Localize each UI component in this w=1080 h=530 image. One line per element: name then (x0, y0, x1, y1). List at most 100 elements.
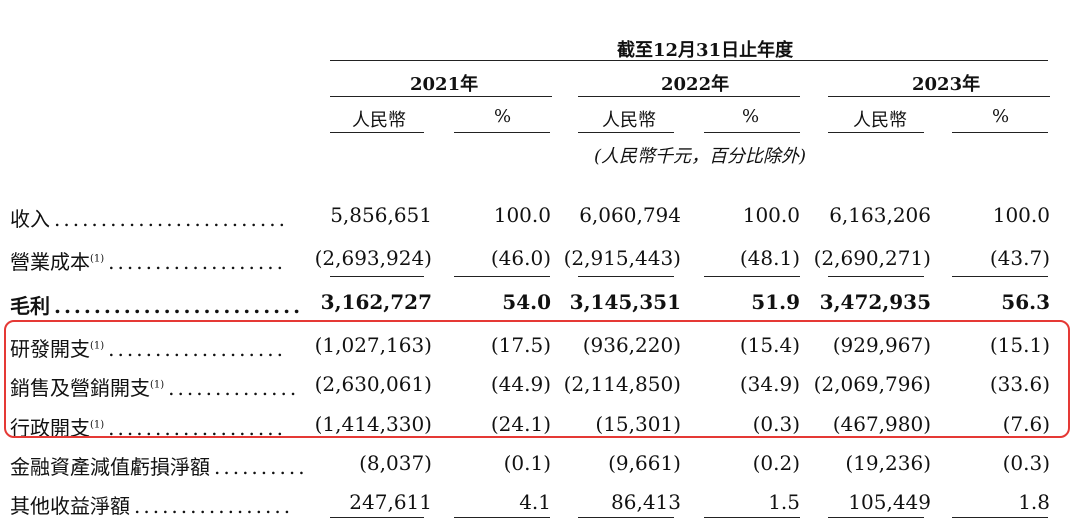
cell-value: (2,630,061) (314, 372, 432, 396)
year-2022-header: 2022年 (661, 74, 730, 95)
cell-value: 3,472,935 (819, 290, 931, 314)
cell-value: (1,414,330) (314, 412, 432, 436)
cell-value: (0.3) (752, 412, 800, 436)
row-label-text: 銷售及營銷開支 (10, 376, 150, 400)
period-header: 截至12月31日止年度 (617, 40, 794, 61)
cell-value: (2,693,924) (314, 246, 432, 270)
row-label: 研發開支(1)................... (10, 333, 286, 362)
cell-value: 1.8 (1018, 490, 1050, 514)
cell-value: (33.6) (989, 372, 1050, 396)
total-rule (952, 517, 1048, 518)
col-pct-2021: % (494, 106, 512, 127)
unit-note: (人民幣千元，百分比除外) (594, 146, 807, 167)
row-label-text: 毛利 (10, 294, 50, 318)
cell-value: 86,413 (611, 490, 681, 514)
total-rule (454, 276, 550, 277)
cell-value: 6,163,206 (829, 203, 931, 227)
cell-value: (2,114,850) (563, 372, 681, 396)
cell-value: (15.1) (989, 333, 1050, 357)
total-rule (330, 517, 424, 518)
leader-dots: ......................... (54, 294, 304, 318)
cell-value: 100.0 (992, 203, 1050, 227)
cell-value: (48.1) (739, 246, 800, 270)
cell-value: (44.9) (490, 372, 551, 396)
cell-value: 100.0 (493, 203, 551, 227)
total-rule (578, 276, 674, 277)
leader-dots: .......... (214, 455, 308, 479)
cell-value: (34.9) (739, 372, 800, 396)
sub-underline-1 (330, 132, 424, 133)
leader-dots: .............. (168, 376, 300, 400)
cell-value: 1.5 (768, 490, 800, 514)
cell-value: (0.2) (752, 451, 800, 475)
cell-value: (17.5) (490, 333, 551, 357)
cell-value: (46.0) (490, 246, 551, 270)
total-rule (578, 517, 674, 518)
year-2023-header: 2023年 (912, 74, 981, 95)
row-label: 收入......................... (10, 203, 288, 232)
year-2021-header: 2021年 (410, 74, 479, 95)
col-rmb-2021: 人民幣 (352, 110, 406, 131)
row-label: 其他收益淨額................. (10, 490, 293, 519)
cell-value: 3,162,727 (320, 290, 432, 314)
col-rmb-2022: 人民幣 (602, 110, 656, 131)
cell-value: (0.3) (1002, 451, 1050, 475)
col-pct-2022: % (742, 106, 760, 127)
leader-dots: ................... (108, 337, 286, 361)
period-underline (330, 60, 1048, 61)
leader-dots: ................. (134, 494, 294, 518)
cell-value: (15.4) (739, 333, 800, 357)
row-label: 銷售及營銷開支(1).............. (10, 372, 299, 401)
year-2022-underline (578, 96, 800, 97)
cell-value: 51.9 (751, 290, 800, 314)
cell-value: (19,236) (845, 451, 931, 475)
footnote-marker: (1) (150, 379, 165, 391)
cell-value: (936,220) (582, 333, 681, 357)
year-2023-underline (828, 96, 1050, 97)
row-label: 金融資產減值虧損淨額.......... (10, 451, 308, 480)
sub-underline-5 (828, 132, 924, 133)
sub-underline-4 (704, 132, 800, 133)
cell-value: 3,145,351 (569, 290, 681, 314)
cell-value: (929,967) (832, 333, 931, 357)
cell-value: 105,449 (848, 490, 931, 514)
total-rule (828, 517, 924, 518)
cell-value: 56.3 (1001, 290, 1050, 314)
cell-value: (467,980) (832, 412, 931, 436)
cell-value: 6,060,794 (579, 203, 681, 227)
cell-value: 247,611 (349, 490, 432, 514)
cell-value: (2,690,271) (813, 246, 931, 270)
cell-value: 5,856,651 (330, 203, 432, 227)
row-label-text: 金融資產減值虧損淨額 (10, 455, 210, 479)
cell-value: (24.1) (490, 412, 551, 436)
col-pct-2023: % (992, 106, 1010, 127)
cell-value: (7.6) (1002, 412, 1050, 436)
footnote-marker: (1) (90, 253, 105, 265)
row-label-text: 研發開支 (10, 337, 90, 361)
year-2021-underline (330, 96, 552, 97)
total-rule (952, 276, 1048, 277)
highlight-box (4, 320, 1070, 438)
cell-value: (9,661) (608, 451, 681, 475)
total-rule (330, 276, 424, 277)
total-rule (704, 276, 800, 277)
cell-value: (15,301) (595, 412, 681, 436)
leader-dots: ................... (108, 250, 286, 274)
footnote-marker: (1) (90, 340, 105, 352)
leader-dots: ......................... (54, 207, 288, 231)
cell-value: 4.1 (519, 490, 551, 514)
row-label-text: 其他收益淨額 (10, 494, 130, 518)
total-rule (704, 517, 800, 518)
sub-underline-6 (952, 132, 1048, 133)
col-rmb-2023: 人民幣 (853, 110, 907, 131)
cell-value: (43.7) (989, 246, 1050, 270)
cell-value: (0.1) (503, 451, 551, 475)
footnote-marker: (1) (90, 419, 105, 431)
cell-value: (1,027,163) (314, 333, 432, 357)
sub-underline-3 (578, 132, 674, 133)
sub-underline-2 (454, 132, 550, 133)
cell-value: 54.0 (502, 290, 551, 314)
row-label: 毛利......................... (10, 290, 303, 319)
cell-value: (8,037) (359, 451, 432, 475)
cell-value: (2,915,443) (563, 246, 681, 270)
